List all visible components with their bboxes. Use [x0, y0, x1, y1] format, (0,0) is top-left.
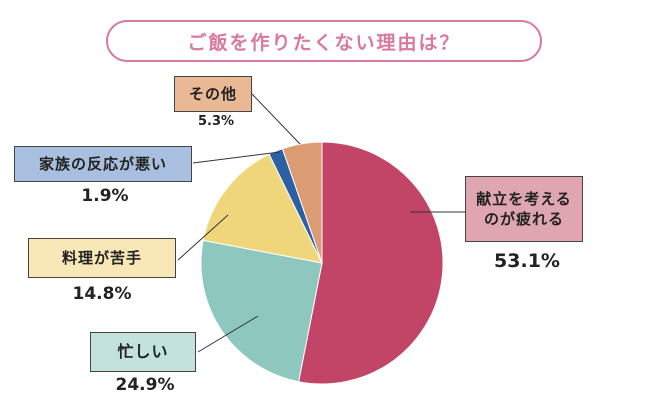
slice-label-line: その他	[188, 84, 237, 103]
pie-slice	[297, 141, 444, 385]
slice-label-line: 忙しい	[117, 342, 169, 362]
pie-slice	[200, 239, 323, 383]
leader-line	[251, 93, 301, 145]
slice-label: 献立を考える のが疲れる	[465, 176, 583, 242]
slice-label: 料理が苦手	[28, 238, 176, 278]
slice-label-line: のが疲れる	[483, 210, 564, 228]
slice-value-label: 53.1%	[494, 250, 560, 272]
slice-label: 忙しい	[90, 332, 196, 372]
slice-label: その他	[174, 76, 252, 112]
slice-label-line: 家族の反応が悪い	[38, 154, 167, 173]
chart-title: ご飯を作りたくない理由は？	[106, 20, 542, 62]
leader-line	[177, 214, 229, 261]
slice-label: 家族の反応が悪い	[14, 146, 192, 182]
slice-label-line: 料理が苦手	[61, 248, 142, 267]
slice-value-label: 5.3%	[197, 114, 235, 129]
pie-slice	[281, 141, 323, 264]
slice-value-label: 14.8%	[72, 284, 132, 304]
leader-line	[197, 315, 259, 353]
pie-slice	[202, 153, 323, 264]
slice-value-label: 1.9%	[81, 186, 129, 206]
slice-value-label: 24.9%	[115, 375, 175, 395]
slice-label-line: 献立を考える	[476, 189, 572, 208]
leader-line	[192, 151, 281, 164]
